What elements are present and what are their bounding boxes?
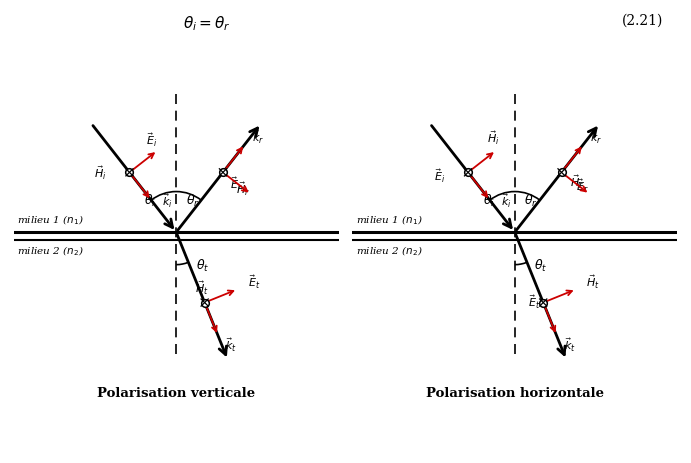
Text: $\vec{k}_r$: $\vec{k}_r$ xyxy=(590,128,603,145)
Text: $\vec{E}_t$: $\vec{E}_t$ xyxy=(527,293,540,310)
Text: $\vec{H}_r$: $\vec{H}_r$ xyxy=(569,173,584,191)
Text: $\vec{H}_i$: $\vec{H}_i$ xyxy=(486,129,500,147)
Text: $\theta_i = \theta_r$: $\theta_i = \theta_r$ xyxy=(183,14,231,32)
Text: $\theta_t$: $\theta_t$ xyxy=(534,257,548,273)
Text: $\theta_i$: $\theta_i$ xyxy=(483,192,495,208)
Text: $\vec{k}_i$: $\vec{k}_i$ xyxy=(162,192,173,210)
Text: Polarisation verticale: Polarisation verticale xyxy=(97,387,255,400)
Text: milieu 2 ($n_2$): milieu 2 ($n_2$) xyxy=(17,244,84,257)
Text: $\vec{E}_r$: $\vec{E}_r$ xyxy=(230,175,243,192)
Text: $\vec{E}_t$: $\vec{E}_t$ xyxy=(248,273,261,290)
Text: $\theta_t$: $\theta_t$ xyxy=(196,257,209,273)
Text: $\vec{k}_t$: $\vec{k}_t$ xyxy=(564,335,576,353)
Text: $\theta_r$: $\theta_r$ xyxy=(524,192,538,208)
Text: $\vec{H}_t$: $\vec{H}_t$ xyxy=(195,279,208,296)
Text: milieu 1 ($n_1$): milieu 1 ($n_1$) xyxy=(17,213,84,226)
Text: Polarisation horizontale: Polarisation horizontale xyxy=(426,387,604,400)
Text: $\vec{k}_r$: $\vec{k}_r$ xyxy=(252,128,264,145)
Text: $\vec{H}_i$: $\vec{H}_i$ xyxy=(94,164,106,181)
Text: $\vec{k}_t$: $\vec{k}_t$ xyxy=(225,335,237,353)
Text: $\theta_r$: $\theta_r$ xyxy=(186,192,199,208)
Text: (2.21): (2.21) xyxy=(622,14,663,28)
Text: milieu 1 ($n_1$): milieu 1 ($n_1$) xyxy=(356,213,423,226)
Text: $\vec{k}_i$: $\vec{k}_i$ xyxy=(501,192,511,210)
Text: milieu 2 ($n_2$): milieu 2 ($n_2$) xyxy=(356,244,423,257)
Text: $\vec{H}_r$: $\vec{H}_r$ xyxy=(236,181,250,198)
Text: $\vec{E}_r$: $\vec{E}_r$ xyxy=(576,177,589,194)
Text: $\vec{E}_i$: $\vec{E}_i$ xyxy=(434,168,445,185)
Text: $\vec{H}_t$: $\vec{H}_t$ xyxy=(586,273,600,290)
Text: $\theta_i$: $\theta_i$ xyxy=(144,192,156,208)
Text: $\vec{E}_i$: $\vec{E}_i$ xyxy=(146,131,157,149)
